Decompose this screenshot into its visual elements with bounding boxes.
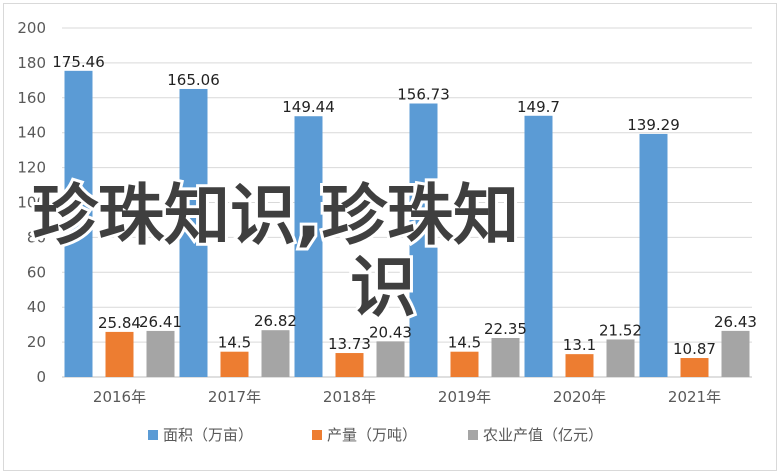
data-label-2-4: 21.52 (599, 321, 642, 339)
y-tick-label-6: 120 (17, 159, 46, 177)
x-tick-label-1: 2017年 (208, 388, 261, 406)
data-label-0-3: 156.73 (397, 86, 450, 104)
legend-label-2: 农业产值（亿元） (483, 426, 603, 444)
bar-2-4 (606, 339, 635, 377)
bar-0-1 (179, 88, 208, 377)
data-label-1-0: 25.84 (98, 314, 141, 332)
bar-1-1 (220, 351, 249, 377)
legend-label-1: 产量（万吨） (327, 426, 417, 444)
y-tick-label-10: 200 (17, 19, 46, 37)
data-label-1-2: 13.73 (328, 335, 371, 353)
y-tick-label-9: 180 (17, 54, 46, 72)
bar-1-0 (105, 331, 134, 377)
bar-0-5 (639, 133, 668, 377)
data-label-2-0: 26.41 (139, 313, 182, 331)
data-label-1-3: 14.5 (448, 334, 481, 352)
legend-label-0: 面积（万亩） (163, 426, 253, 444)
legend-swatch-1 (312, 430, 322, 440)
bar-1-2 (335, 353, 364, 377)
data-label-0-4: 149.7 (517, 98, 560, 116)
data-label-0-0: 175.46 (52, 53, 105, 71)
bar-1-3 (450, 351, 479, 377)
bar-1-5 (680, 358, 709, 377)
data-label-0-5: 139.29 (627, 116, 680, 134)
y-tick-label-8: 160 (17, 89, 46, 107)
data-label-2-5: 26.43 (714, 313, 757, 331)
legend-swatch-2 (468, 430, 478, 440)
bar-2-0 (146, 330, 175, 377)
y-tick-label-5: 100 (17, 194, 46, 212)
bar-0-4 (524, 115, 553, 377)
data-label-1-4: 13.1 (563, 336, 596, 354)
y-tick-label-4: 80 (27, 228, 46, 246)
y-tick-label-1: 20 (27, 333, 46, 351)
y-tick-label-7: 140 (17, 124, 46, 142)
data-label-2-2: 20.43 (369, 323, 412, 341)
bar-1-4 (565, 354, 594, 377)
bar-0-3 (409, 103, 438, 377)
x-tick-label-0: 2016年 (93, 388, 146, 406)
data-label-1-5: 10.87 (673, 340, 716, 358)
x-tick-label-3: 2019年 (438, 388, 491, 406)
x-tick-label-5: 2021年 (668, 388, 721, 406)
data-label-0-2: 149.44 (282, 98, 335, 116)
bar-0-2 (294, 116, 323, 377)
data-label-1-1: 14.5 (218, 334, 251, 352)
bar-2-3 (491, 337, 520, 377)
bar-2-1 (261, 330, 290, 377)
data-label-0-1: 165.06 (167, 71, 220, 89)
data-label-2-1: 26.82 (254, 312, 297, 330)
bar-0-0 (64, 70, 93, 377)
y-tick-label-3: 60 (27, 263, 46, 281)
bar-2-5 (721, 330, 750, 377)
bar-2-2 (376, 341, 405, 377)
x-tick-label-4: 2020年 (553, 388, 606, 406)
x-tick-label-2: 2018年 (323, 388, 376, 406)
y-tick-label-2: 40 (27, 298, 46, 316)
legend-swatch-0 (148, 430, 158, 440)
data-label-2-3: 22.35 (484, 320, 527, 338)
y-tick-label-0: 0 (36, 368, 46, 386)
